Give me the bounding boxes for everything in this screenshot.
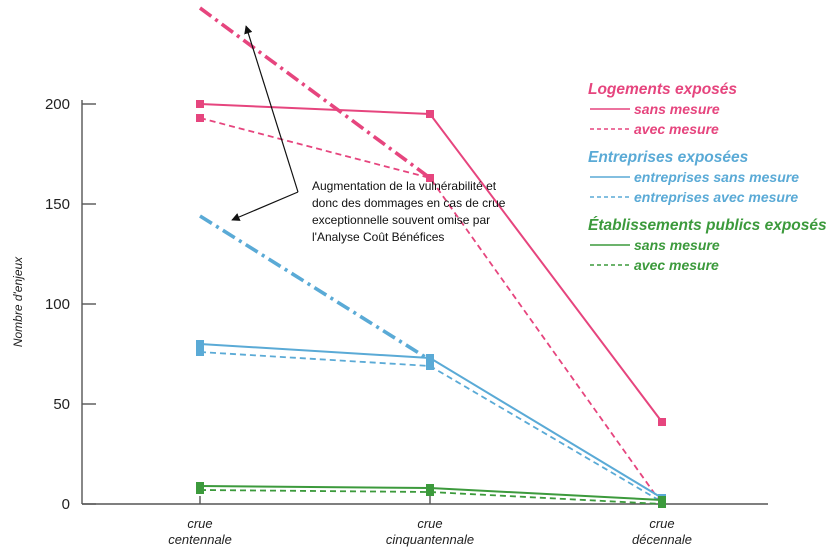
y-tick-label: 100 [45,296,70,313]
legend: Logements exposés sans mesure avec mesure E… [588,81,827,273]
annotation-arrow-1 [244,25,299,193]
y-tick-label: 0 [62,496,70,513]
y-tick-label: 150 [45,196,70,213]
data-point-logements [196,100,204,108]
legend-label-etablissements-solid: sans mesure [634,237,720,253]
data-point-entreprises [196,340,204,348]
x-tick-label-line: crue [187,516,212,531]
annotation-arrow-2 [231,191,299,221]
data-point-logements [426,174,434,182]
legend-label-logements-solid: sans mesure [634,101,720,117]
x-tick-label: crue cinquantennale [386,516,474,547]
x-tick-label: crue centennale [168,516,232,547]
legend-label-logements-dashed: avec mesure [634,121,719,137]
y-ticks: 0 50 100 150 200 [45,96,96,513]
annotation-line: l'Analyse Coût Bénéfices [312,230,444,244]
x-tick-label-line: crue [417,516,442,531]
x-tick-label-line: décennale [632,532,692,547]
annotation-line: exceptionnelle souvent omise par [312,213,490,227]
data-point-logements [426,110,434,118]
y-tick-label: 200 [45,96,70,113]
data-point-etablissements [658,500,666,508]
x-tick-label-line: cinquantennale [386,532,474,547]
data-point-entreprises [196,348,204,356]
series-line-logements-dashdot [198,6,432,180]
annotation-line: Augmentation de la vulnérabilité et [312,179,497,193]
data-point-entreprises [426,362,434,370]
annotation-text: Augmentation de la vulnérabilité et donc… [312,179,509,244]
data-point-logements [196,114,204,122]
legend-title-logements: Logements exposés [588,81,737,98]
data-point-logements [658,418,666,426]
series-lines [196,6,666,508]
y-tick-label: 50 [53,396,70,413]
legend-label-entreprises-solid: entreprises sans mesure [634,169,799,185]
legend-label-etablissements-dashed: avec mesure [634,257,719,273]
series-line-logements-dashed [199,117,663,505]
data-point-etablissements [196,486,204,494]
y-axis-label: Nombre d'enjeux [11,256,25,347]
legend-title-etablissements: Établissements publics exposés [588,217,827,234]
data-point-etablissements [426,488,434,496]
x-tick-label: crue décennale [632,516,692,547]
x-tick-label-line: centennale [168,532,232,547]
legend-label-entreprises-dashed: entreprises avec mesure [634,189,798,205]
x-tick-label-line: crue [649,516,674,531]
annotation-line: donc des dommages en cas de crue [312,196,506,210]
legend-title-entreprises: Entreprises exposées [588,149,749,166]
annotation: Augmentation de la vulnérabilité et donc… [231,25,509,244]
series-line-entreprises-dashed [199,351,663,503]
series-line-entreprises-dashdot [199,214,431,362]
